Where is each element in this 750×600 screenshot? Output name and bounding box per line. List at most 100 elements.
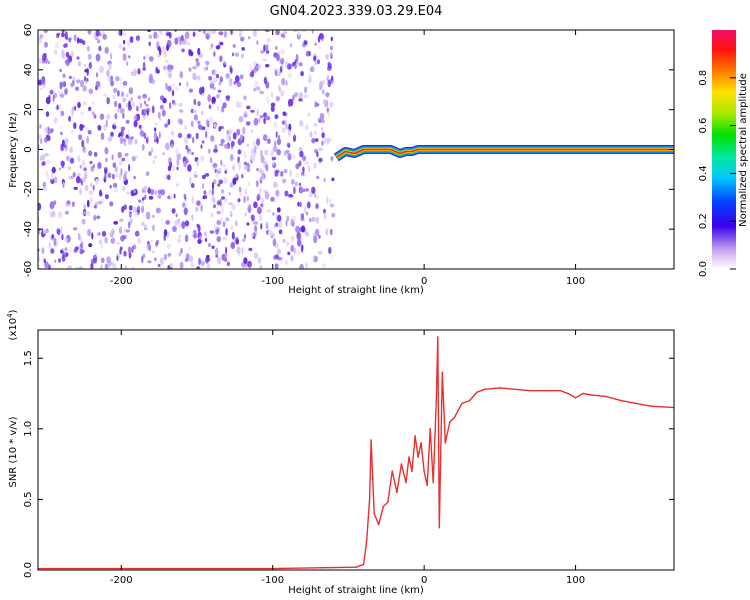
noise-blob	[325, 92, 330, 98]
noise-blob	[74, 246, 79, 251]
noise-blob	[131, 245, 134, 254]
noise-blob	[60, 143, 64, 152]
noise-blob	[97, 124, 102, 131]
noise-blob	[222, 221, 226, 228]
noise-blob	[293, 247, 297, 254]
noise-blob	[86, 68, 89, 76]
noise-blob	[134, 211, 139, 217]
noise-blob	[249, 263, 252, 268]
noise-blob	[55, 41, 60, 49]
noise-blob	[145, 171, 150, 177]
snr-point	[370, 439, 372, 441]
noise-blob	[98, 239, 102, 245]
noise-blob	[288, 193, 293, 198]
noise-blob	[112, 94, 116, 100]
noise-blob	[253, 252, 259, 259]
noise-blob	[117, 90, 120, 97]
noise-blob	[126, 61, 129, 66]
top-x-tick-label: 0	[421, 276, 427, 287]
noise-blob	[175, 147, 179, 155]
noise-blob	[266, 96, 269, 105]
noise-blob	[259, 169, 265, 174]
colorbar-tick-label: 0.0	[698, 261, 709, 277]
signal-band	[335, 148, 674, 159]
noise-blob	[231, 52, 235, 57]
noise-blob	[323, 212, 327, 220]
noise-blob	[225, 73, 230, 79]
noise-blob	[99, 65, 104, 74]
noise-blob	[243, 233, 247, 240]
noise-blob	[258, 213, 263, 222]
noise-blob	[282, 34, 286, 39]
noise-blob	[131, 266, 136, 269]
noise-blob	[304, 124, 310, 131]
noise-blob	[326, 137, 330, 145]
noise-blob	[298, 249, 301, 256]
noise-blob	[169, 262, 173, 268]
noise-blob	[278, 220, 283, 229]
noise-blob	[209, 47, 214, 51]
noise-blob	[118, 226, 123, 235]
noise-blob	[210, 43, 214, 48]
noise-blob	[327, 61, 331, 67]
noise-blob	[71, 50, 74, 58]
noise-blob	[122, 47, 126, 51]
noise-blob	[177, 153, 182, 161]
noise-blob	[256, 167, 259, 172]
noise-blob	[286, 215, 290, 222]
noise-blob	[113, 121, 117, 126]
bottom-x-tick-label: -200	[110, 575, 133, 586]
noise-blob	[99, 113, 105, 120]
noise-blob	[218, 81, 222, 86]
noise-blob	[78, 134, 83, 141]
noise-blob	[133, 206, 138, 213]
noise-blob	[307, 112, 310, 117]
noise-blob	[295, 225, 300, 233]
noise-blob	[289, 169, 293, 177]
noise-blob	[287, 72, 292, 79]
noise-blob	[220, 138, 225, 144]
noise-blob	[171, 89, 175, 97]
noise-blob	[79, 188, 82, 195]
noise-blob	[316, 175, 320, 180]
noise-blob	[288, 99, 292, 107]
noise-blob	[195, 58, 199, 63]
noise-blob	[175, 85, 179, 92]
noise-blob	[188, 67, 192, 72]
noise-blob	[168, 102, 172, 110]
noise-blob	[96, 215, 101, 220]
noise-blob	[235, 238, 239, 245]
noise-blob	[265, 115, 271, 121]
noise-blob	[172, 165, 176, 172]
noise-blob	[49, 201, 55, 210]
noise-blob	[81, 218, 86, 225]
noise-blob	[44, 127, 49, 134]
noise-blob	[131, 156, 136, 162]
noise-blob	[198, 30, 202, 33]
noise-blob	[153, 257, 157, 262]
noise-blob	[118, 103, 122, 109]
noise-blob	[264, 191, 270, 200]
noise-blob	[95, 72, 99, 78]
noise-blob	[178, 102, 183, 107]
noise-blob	[38, 255, 41, 263]
noise-blob	[100, 198, 105, 204]
noise-blob	[255, 180, 259, 188]
noise-blob	[86, 135, 89, 144]
noise-blob	[314, 138, 319, 142]
noise-blob	[135, 35, 140, 41]
noise-blob	[223, 176, 228, 185]
noise-blob	[275, 222, 279, 227]
noise-blob	[305, 211, 309, 216]
noise-blob	[177, 238, 181, 243]
noise-blob	[317, 59, 320, 65]
noise-blob	[207, 30, 212, 36]
noise-blob	[286, 149, 290, 154]
noise-blob	[293, 153, 296, 160]
noise-blob	[61, 32, 65, 38]
bottom-y-tick-label: 0.5	[23, 491, 34, 507]
noise-blob	[253, 140, 256, 146]
noise-blob	[284, 61, 288, 68]
noise-blob	[232, 177, 237, 185]
noise-blob	[175, 213, 178, 218]
